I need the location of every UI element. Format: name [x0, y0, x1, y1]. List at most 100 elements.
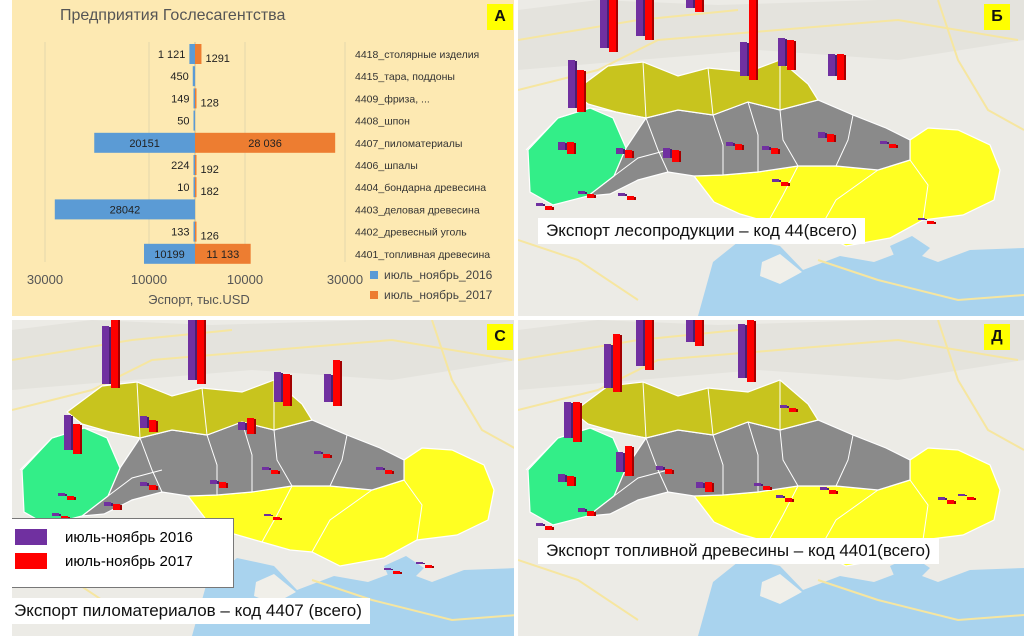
- map-bar-2017: [283, 374, 290, 406]
- map-bar-2016: [738, 324, 745, 378]
- map-bar-2016-side: [945, 498, 947, 500]
- map-bar-2016: [686, 0, 693, 8]
- map-bar-2016-side: [887, 142, 889, 144]
- map-bar-2016: [656, 466, 663, 470]
- data-label-2016: 50: [177, 116, 189, 128]
- region-border: [19, 427, 141, 471]
- data-label-2016: 10: [177, 182, 189, 194]
- map-bar-2017: [747, 320, 754, 382]
- map-road: [937, 0, 1024, 131]
- region-border: [107, 469, 163, 497]
- map-bar-2017-side: [204, 320, 206, 384]
- map-bar-2016-side: [575, 61, 577, 108]
- data-label-2017: 11 133: [206, 249, 239, 261]
- legend-item-2016: июль-ноябрь 2016: [12, 525, 233, 549]
- map-bar-2016-side: [607, 0, 609, 48]
- map-bar-2017-side: [844, 55, 846, 80]
- bar-2016: [94, 132, 195, 153]
- map-road: [817, 579, 1024, 622]
- map-road: [518, 338, 1019, 411]
- map-bar-2016: [536, 203, 543, 206]
- map-road: [12, 338, 513, 411]
- map-road: [937, 320, 1024, 451]
- data-label-2016: 1 121: [158, 49, 186, 61]
- bar-2016: [193, 221, 195, 242]
- region-border: [909, 159, 929, 221]
- map-bar-2016-side: [59, 514, 61, 516]
- map-bar-2017-side: [672, 470, 674, 474]
- region-border: [201, 387, 208, 436]
- map-bar-2016: [140, 416, 147, 428]
- map-bar-2017: [705, 482, 712, 492]
- map-bar-2016-side: [217, 481, 219, 484]
- export-bar-chart: Предприятия Гослесагентства 1 121 1291 4418…: [27, 7, 493, 307]
- map-bar-2017-side: [796, 409, 798, 412]
- map-bar-2017: [947, 500, 954, 504]
- map-bar-2016-side: [787, 406, 789, 408]
- map-total-export: [518, 0, 1024, 316]
- map-bar-2016: [578, 191, 585, 194]
- bar-2017: [195, 132, 336, 153]
- map-bar-2016: [828, 54, 835, 76]
- map-bar-2017: [149, 485, 156, 490]
- map-caption-lumber: Экспорт пиломатериалов – код 4407 (всего…: [12, 598, 370, 624]
- data-label-2017: 182: [201, 186, 219, 198]
- panel-c: С июль-ноябрь 2016 июль-ноябрь 2017 Эксп…: [12, 320, 514, 636]
- map-bar-2016-side: [827, 488, 829, 490]
- data-label-2017: 28 036: [248, 138, 282, 150]
- map-bar-2016: [616, 452, 623, 472]
- region-border: [712, 434, 724, 495]
- map-bar-2016: [696, 482, 703, 488]
- bar-2016: [193, 88, 195, 109]
- region-border: [835, 434, 854, 487]
- map-bar-2016-side: [693, 0, 695, 8]
- map-lumber-export: [12, 320, 514, 636]
- map-bar-2016: [52, 513, 59, 516]
- map-bar-2016-side: [623, 453, 625, 472]
- map-bar-2017-side: [788, 183, 790, 186]
- map-bar-2016-side: [271, 515, 273, 516]
- data-label-2016: 10199: [154, 249, 185, 261]
- map-bar-2016: [772, 179, 779, 182]
- map-bar-2017: [587, 194, 594, 198]
- region-border: [329, 434, 348, 487]
- legend-label-2016: июль-ноябрь 2016: [65, 528, 193, 546]
- map-bar-2016: [140, 482, 147, 486]
- bar-2017: [195, 221, 197, 242]
- map-bar-2017: [749, 0, 756, 80]
- map-bar-2016-side: [565, 475, 567, 482]
- map-road: [311, 579, 514, 622]
- map-bar-2017-side: [754, 321, 756, 382]
- azov-sea: [384, 556, 424, 582]
- map-bar-2017: [111, 320, 118, 388]
- map-bar-2016: [564, 402, 571, 438]
- legend-label-2017: июль-ноябрь 2017: [65, 552, 193, 570]
- bar-2016: [193, 155, 195, 175]
- category-label: 4407_пиломатериалы: [355, 138, 462, 150]
- legend-item-2017: июль-ноябрь 2017: [12, 549, 233, 573]
- map-bar-2016: [918, 218, 925, 220]
- map-bar-2016: [604, 344, 611, 388]
- map-bar-2017-side: [278, 471, 280, 474]
- map-bar-2016-side: [625, 194, 627, 196]
- map-bar-2017-side: [770, 487, 772, 490]
- map-bar-2017-side: [392, 471, 394, 474]
- map-bar-2016: [818, 132, 825, 138]
- map-bar-2016-side: [769, 147, 771, 150]
- region-border: [747, 421, 759, 492]
- map-bar-2017: [567, 142, 574, 154]
- map-bar-2017: [829, 490, 836, 494]
- map-bar-2016-side: [835, 55, 837, 76]
- map-bar-2016: [558, 474, 565, 482]
- legend-swatch-2017: [15, 553, 47, 569]
- legend-label: июль_ноябрь_2016: [384, 268, 493, 282]
- map-bar-2016: [726, 142, 733, 146]
- map-bar-2017-side: [432, 566, 434, 568]
- map-bar-2017: [425, 565, 432, 568]
- map-bar-2017-side: [330, 455, 332, 458]
- map-bar-2017-side: [574, 143, 576, 154]
- map-bar-2016: [754, 483, 761, 486]
- map-fuelwood-export: [518, 320, 1024, 636]
- region-border: [613, 469, 669, 497]
- map-road: [518, 559, 639, 621]
